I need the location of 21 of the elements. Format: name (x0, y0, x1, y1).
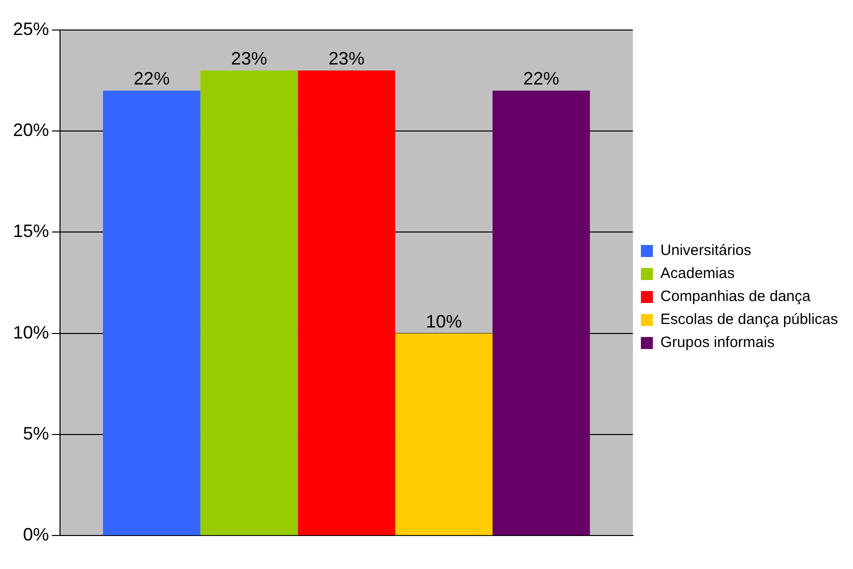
legend-label: Escolas de dança públicas (660, 311, 838, 328)
y-tick-label: 25% (12, 18, 50, 39)
bar (200, 70, 298, 536)
y-tick-label: 10% (12, 322, 50, 342)
bar (298, 70, 396, 536)
data-label: 10% (426, 311, 462, 332)
y-tick-label: 15% (12, 221, 50, 242)
y-tick-label: 0% (23, 524, 50, 545)
bar (102, 90, 200, 536)
data-label: 22% (134, 68, 170, 89)
y-tick-label: 5% (23, 423, 50, 444)
bar (492, 90, 590, 536)
legend-label: Academias (660, 265, 735, 282)
legend-label: Companhias de dança (660, 288, 812, 306)
bar (395, 333, 493, 536)
legend-label: Universitários (660, 242, 752, 260)
data-label: 22% (523, 68, 560, 89)
data-label: 23% (328, 48, 364, 68)
y-tick-label: 20% (12, 120, 50, 140)
legend-label: Grupos informais (660, 334, 775, 352)
data-label: 23% (231, 48, 268, 68)
